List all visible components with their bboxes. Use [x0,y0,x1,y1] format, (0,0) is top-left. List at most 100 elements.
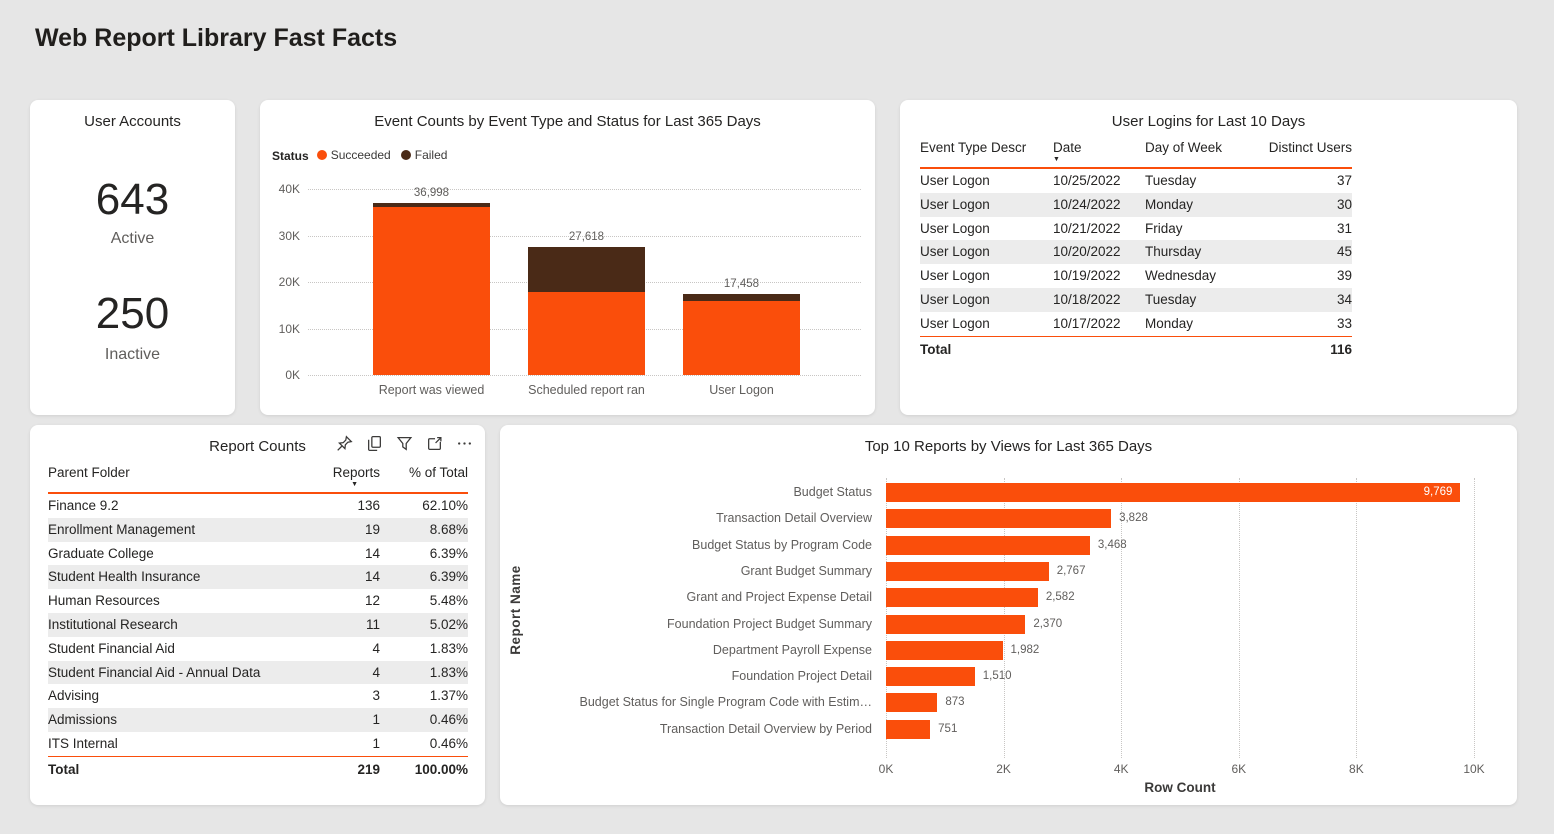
table-row[interactable]: User Logon 10/25/2022 Tuesday 37 [920,169,1352,193]
table-row[interactable]: Finance 9.2 136 62.10% [48,494,468,518]
table-cell: 62.10% [422,498,468,513]
filter-icon[interactable] [396,435,413,452]
focus-mode-icon[interactable] [426,435,443,452]
column-header-label: Day of Week [1145,140,1223,155]
table-cell: 6.39% [429,569,468,585]
bar-2[interactable] [886,509,1112,529]
table-row[interactable]: Human Resources 12 5.48% [48,589,468,613]
table-row[interactable]: User Logon 10/20/2022 Thursday 45 [920,240,1352,265]
bar-6[interactable] [886,614,1026,634]
table-cell: 0.46% [429,712,468,728]
bar-segment-succeeded[interactable] [683,300,800,375]
table-row[interactable]: Student Health Insurance 14 6.39% [48,565,468,590]
bar-1[interactable] [886,483,1461,502]
table-row[interactable]: User Logon 10/17/2022 Monday 33 [920,312,1352,336]
bar-1[interactable] [373,202,490,375]
bar-total-label: 17,458 [723,277,760,290]
bar-9[interactable] [886,693,938,713]
table-row[interactable]: ITS Internal 1 0.46% [48,732,468,756]
bar-10[interactable] [886,719,931,739]
table-row[interactable]: Institutional Research 11 5.02% [48,612,468,637]
user-logins-title: User Logins for Last 10 Days [1111,113,1306,130]
bar-value-label: 2,767 [1056,564,1086,577]
table-row[interactable]: Graduate College 14 6.39% [48,542,468,566]
legend-dot-failed [400,150,411,160]
column-header[interactable]: Parent Folder [48,465,314,481]
table-body: Finance 9.2 136 62.10% Enrollment Managemen… [48,494,468,756]
table-cell: 5.02% [429,616,468,632]
column-header[interactable]: Event Type Descr [920,140,1053,156]
table-body: User Logon 10/25/2022 Tuesday 37 User Logon 1… [920,169,1352,336]
active-users-label: Active [110,230,155,247]
table-cell: 14 [364,545,380,561]
x-axis-tick: 8K [1349,762,1364,776]
column-header[interactable]: Distinct Users [1249,140,1352,156]
gridline [308,189,861,190]
table-cell: 10/20/2022 [1053,244,1121,260]
gridline [1238,478,1240,758]
bar-value-label: 9,769 [1423,486,1453,498]
table-cell: User Logon [920,268,990,284]
table-cell: Enrollment Management [48,521,196,537]
column-header-label: Reports [332,465,380,480]
table-row[interactable]: User Logon 10/19/2022 Wednesday 39 [920,264,1352,288]
bar-2[interactable] [528,246,645,375]
bar-segment-failed[interactable] [373,202,490,208]
table-cell: Finance 9.2 [48,498,119,513]
column-header[interactable]: Day of Week [1145,140,1249,156]
table-cell: User Logon [920,220,990,236]
gridline [308,235,861,237]
pin-icon[interactable] [336,435,353,452]
legend-item-failed[interactable]: Failed [400,148,447,162]
table-row[interactable]: User Logon 10/21/2022 Friday 31 [920,217,1352,241]
table-cell: 6.39% [429,545,468,561]
bar-segment-succeeded[interactable] [373,207,490,375]
table-row[interactable]: Admissions 1 0.46% [48,708,468,732]
table-cell: 10/19/2022 [1053,268,1121,284]
bar-category-label: Budget Status for Single Program Code wi… [579,695,873,710]
column-header-label: Event Type Descr [920,140,1027,155]
inactive-users-label: Inactive [104,346,161,363]
bar-segment-succeeded[interactable] [528,291,645,375]
legend-item-succeeded[interactable]: Succeeded [316,148,391,162]
sort-descending-icon: ▼ [351,481,358,488]
total-row: Total 116 [920,335,1352,361]
table-cell: 30 [1336,196,1352,212]
table-cell: 34 [1336,291,1352,307]
table-cell: 4 [372,664,380,680]
table-cell: ITS Internal [48,735,118,751]
table-row[interactable]: Student Financial Aid - Annual Data 4 1.83… [48,660,468,685]
x-axis-tick: 4K [1113,762,1129,776]
event-counts-title: Event Counts by Event Type and Status fo… [374,113,761,130]
table-row[interactable]: User Logon 10/18/2022 Tuesday 34 [920,287,1352,312]
bar-7[interactable] [886,640,1003,660]
table-row[interactable]: Enrollment Management 19 8.68% [48,517,468,542]
legend-title: Status [272,148,309,163]
bar-3[interactable] [683,293,800,375]
bar-segment-failed[interactable] [683,293,800,301]
table-row[interactable]: User Logon 10/24/2022 Monday 30 [920,192,1352,217]
bar-category-label: Grant and Project Expense Detail [686,590,872,605]
bar-value-label: 3,468 [1097,538,1127,551]
column-header[interactable]: Reports ▼ [314,465,380,489]
table-cell: User Logon [920,315,990,331]
table-cell: 0.46% [429,735,468,751]
report-counts-title: Report Counts [209,438,306,455]
bar-3[interactable] [886,535,1090,555]
table-cell: User Logon [920,196,990,212]
column-header[interactable]: Date ▼ [1053,140,1145,164]
more-options-icon[interactable] [456,435,473,452]
table-cell: Monday [1145,315,1194,331]
table-cell: Thursday [1145,244,1202,260]
table-row[interactable]: Student Financial Aid 4 1.83% [48,637,468,661]
x-axis-tick: 0K [878,762,894,776]
bar-5[interactable] [886,588,1038,608]
bar-4[interactable] [886,561,1049,581]
bar-8[interactable] [886,667,975,687]
y-axis-tick: 40K [278,182,300,196]
column-header[interactable]: % of Total [380,465,468,481]
bar-segment-failed[interactable] [528,246,645,292]
table-cell: Graduate College [48,545,154,561]
copy-icon[interactable] [366,435,383,452]
table-row[interactable]: Advising 3 1.37% [48,684,468,708]
